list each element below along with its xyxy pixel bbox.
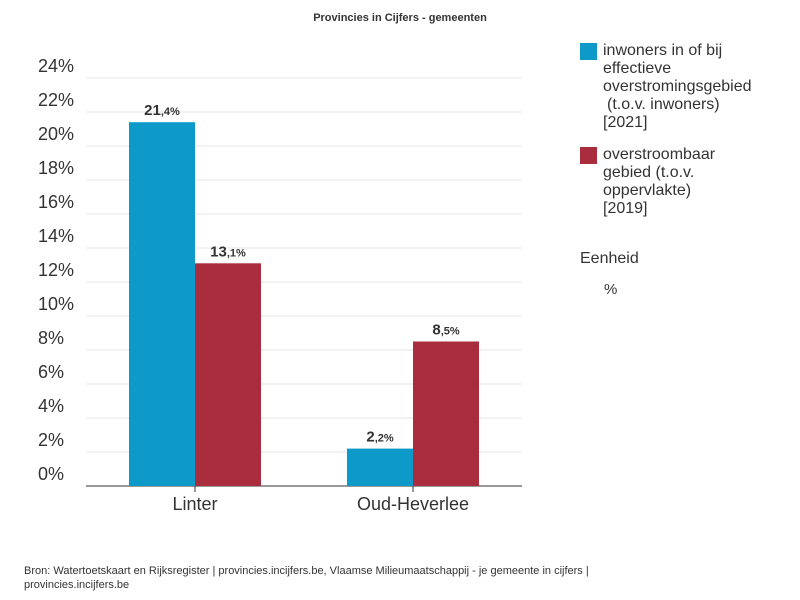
chart-legend: inwoners in of bij effectieve overstromi… xyxy=(580,42,795,232)
y-tick-label: 0% xyxy=(38,464,64,484)
y-tick-label: 10% xyxy=(38,294,74,314)
legend-line: (t.o.v. inwoners) xyxy=(607,96,720,113)
legend-line: effectieve xyxy=(603,60,672,77)
legend-line: overstromingsgebied xyxy=(603,78,752,95)
legend-item-overstroombaar[interactable]: overstroombaar gebied (t.o.v. oppervlakt… xyxy=(580,146,795,218)
unit-value: % xyxy=(604,281,618,298)
y-tick-label: 8% xyxy=(38,328,64,348)
bar xyxy=(413,341,479,486)
y-tick-label: 12% xyxy=(38,260,74,280)
bar xyxy=(129,122,195,486)
legend-swatch-inwoners xyxy=(580,43,597,60)
legend-line: overstroombaar xyxy=(603,146,716,163)
y-tick-label: 22% xyxy=(38,90,74,110)
legend-line: [2019] xyxy=(603,200,648,217)
y-tick-label: 2% xyxy=(38,430,64,450)
y-tick-label: 16% xyxy=(38,192,74,212)
legend-swatch-overstroombaar xyxy=(580,147,597,164)
legend-line: [2021] xyxy=(603,114,648,131)
x-tick-label: Linter xyxy=(172,494,217,514)
data-label: 21,4% xyxy=(144,102,180,119)
legend-line: gebied (t.o.v. xyxy=(603,164,695,181)
unit-title: Eenheid xyxy=(580,250,639,267)
data-label: 2,2% xyxy=(366,429,394,446)
y-tick-label: 20% xyxy=(38,124,74,144)
x-tick-label: Oud-Heverlee xyxy=(357,494,469,514)
y-tick-label: 24% xyxy=(38,56,74,76)
source-note: Bron: Watertoetskaart en Rijksregister |… xyxy=(24,565,589,591)
legend-line: oppervlakte) xyxy=(603,182,692,199)
chart-title: Provincies in Cijfers - gemeenten xyxy=(313,12,487,24)
data-label: 13,1% xyxy=(210,243,246,260)
bar xyxy=(347,448,413,486)
legend-item-inwoners[interactable]: inwoners in of bij effectieve overstromi… xyxy=(580,42,795,132)
y-tick-label: 14% xyxy=(38,226,74,246)
y-tick-label: 18% xyxy=(38,158,74,178)
data-label: 8,5% xyxy=(432,322,460,339)
y-tick-label: 4% xyxy=(38,396,64,416)
legend-line: inwoners in of bij xyxy=(603,42,723,59)
y-tick-label: 6% xyxy=(38,362,64,382)
bar xyxy=(195,263,261,486)
